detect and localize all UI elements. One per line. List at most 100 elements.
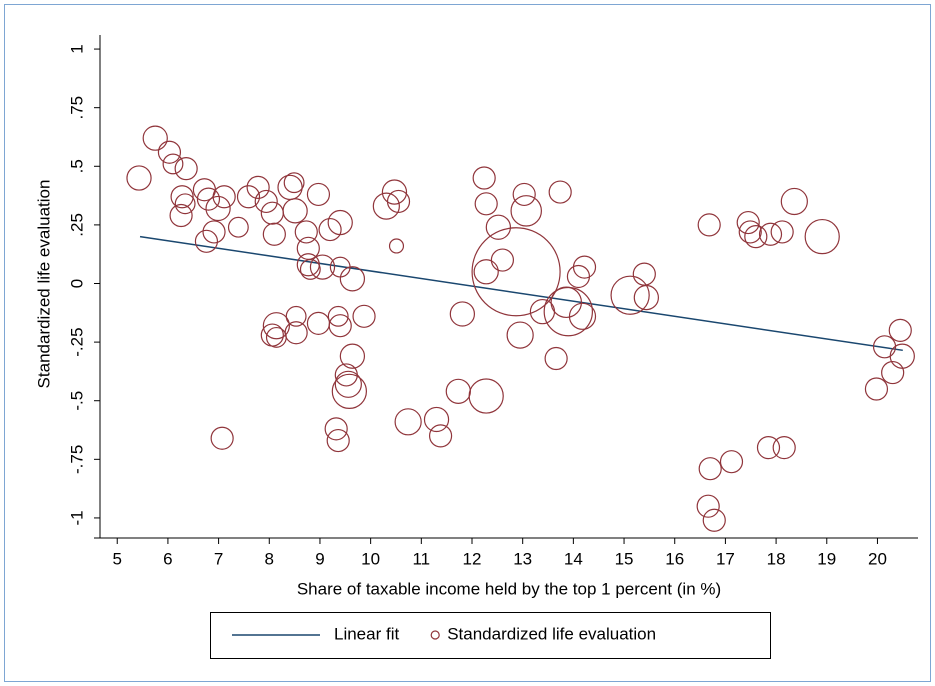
plot-area — [126, 125, 915, 532]
bubble — [324, 417, 348, 441]
bubble — [485, 214, 512, 240]
bubble — [339, 343, 366, 369]
bubble — [510, 195, 542, 227]
bubble — [236, 185, 261, 209]
bubble — [334, 370, 362, 398]
bubble — [246, 175, 270, 199]
bubble — [299, 258, 321, 280]
y-tick-label: 1 — [67, 44, 86, 53]
bubble — [744, 225, 768, 249]
bubble — [702, 508, 726, 532]
bubble — [572, 255, 597, 279]
bubble — [449, 301, 476, 327]
x-tick-label: 9 — [315, 549, 324, 568]
bubble — [262, 312, 290, 340]
bubble — [719, 450, 744, 474]
bubble — [327, 209, 353, 236]
bubble — [550, 286, 583, 319]
legend: Linear fit Standardized life evaluation — [232, 624, 656, 643]
bubble — [254, 189, 278, 214]
bubble — [126, 165, 152, 191]
bubble — [490, 248, 515, 272]
x-tick-label: 19 — [817, 549, 836, 568]
bubble — [331, 373, 367, 409]
x-tick-label: 10 — [361, 549, 380, 568]
bubble — [306, 182, 331, 207]
bubble — [157, 140, 182, 164]
bubble — [544, 346, 568, 371]
y-tick-label: -1 — [67, 510, 86, 525]
x-tick-label: 16 — [665, 549, 684, 568]
x-tick-label: 11 — [412, 549, 430, 568]
bubble — [428, 424, 453, 448]
x-tick-label: 12 — [463, 549, 482, 568]
bubble — [169, 203, 193, 228]
bubble — [328, 314, 352, 338]
x-tick-label: 6 — [163, 549, 172, 568]
bubble — [696, 494, 720, 518]
x-axis-title: Share of taxable income held by the top … — [297, 579, 721, 598]
bubble — [804, 218, 840, 255]
x-tick-label: 8 — [265, 549, 274, 568]
bubble — [864, 377, 889, 401]
bubble — [282, 198, 308, 224]
x-tick-label: 15 — [615, 549, 634, 568]
bubble — [283, 172, 305, 194]
bubble — [698, 457, 722, 481]
bubble — [339, 266, 366, 292]
y-tick-label: -.5 — [67, 391, 86, 411]
bubble — [568, 302, 597, 330]
bubble — [162, 153, 184, 175]
bubble — [309, 254, 336, 280]
bubble — [633, 284, 659, 311]
y-tick-label: -.25 — [67, 327, 86, 356]
bubble — [196, 187, 221, 211]
bubble — [227, 216, 249, 238]
bubble — [285, 305, 307, 327]
bubble — [472, 166, 496, 190]
bubble — [471, 227, 561, 317]
x-tick-label: 14 — [564, 549, 583, 568]
bubble — [352, 304, 376, 328]
bubble — [610, 275, 650, 315]
bubble — [738, 220, 762, 244]
bubble — [772, 436, 796, 460]
bubble — [326, 428, 350, 453]
bubble — [194, 229, 219, 253]
y-tick-label: .75 — [67, 96, 86, 120]
bubble — [506, 321, 534, 349]
fit-line — [139, 235, 903, 352]
legend-label: Linear fit — [334, 624, 399, 643]
bubble — [512, 182, 536, 207]
bubble — [212, 185, 236, 209]
bubble — [202, 220, 226, 244]
bubble — [372, 192, 400, 220]
chart-frame — [4, 4, 931, 682]
bubble — [881, 360, 905, 385]
bubble — [174, 157, 198, 181]
bubble — [736, 210, 760, 235]
bubble — [697, 213, 721, 237]
bubble — [174, 193, 196, 215]
y-tick-label: .25 — [67, 213, 86, 237]
bubble — [318, 217, 342, 242]
bubble — [473, 259, 499, 285]
x-tick-label: 17 — [716, 549, 735, 568]
bubble — [327, 305, 349, 327]
bubble — [423, 406, 450, 433]
bubble — [262, 222, 286, 246]
bubble — [142, 125, 168, 151]
bubble — [756, 436, 781, 460]
x-tick-label: 13 — [513, 549, 532, 568]
legend-swatch — [430, 630, 440, 640]
bubble — [284, 321, 308, 345]
bubble — [889, 343, 915, 369]
x-tick-label: 18 — [767, 549, 786, 568]
bubble — [381, 179, 408, 205]
bubble — [388, 238, 405, 254]
bubble — [888, 318, 912, 342]
y-axis-title: Standardized life evaluation — [34, 180, 53, 389]
bubble — [294, 220, 318, 244]
x-tick-label: 5 — [112, 549, 121, 568]
